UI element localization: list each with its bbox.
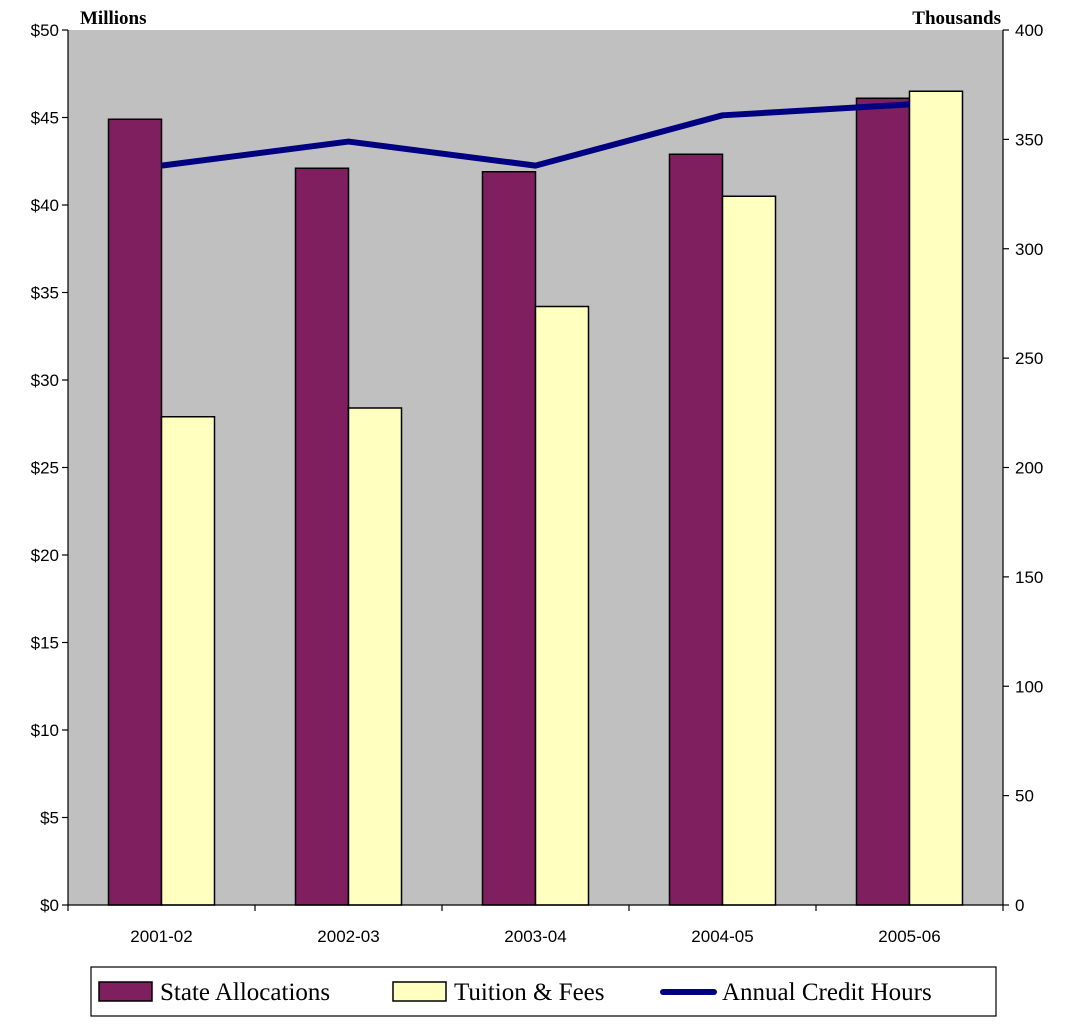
right-axis-tick-label: 300	[1015, 240, 1043, 259]
right-axis-tick-label: 100	[1015, 677, 1043, 696]
line-annual-credit-hours	[161, 101, 910, 169]
bar-state-allocations-2003-04	[481, 171, 537, 906]
right-axis-tick-label: 50	[1015, 787, 1034, 806]
legend-swatch-state-allocations	[98, 981, 153, 1002]
legend-label-state-allocations: State Allocations	[160, 979, 330, 1006]
left-axis-tick-label: $15	[31, 634, 59, 653]
left-axis-tick-label: $35	[31, 284, 59, 303]
bar-state-allocations-2005-06	[855, 97, 911, 906]
x-axis-tick-label: 2003-04	[504, 927, 566, 946]
x-axis-tick-label: 2001-02	[130, 927, 192, 946]
left-axis-tick-label: $45	[31, 109, 59, 128]
bar-tuition-fees-2005-06	[908, 90, 964, 906]
left-axis-tick-label: $25	[31, 459, 59, 478]
left-axis-tick-label: $40	[31, 196, 59, 215]
x-axis-tick-label: 2002-03	[317, 927, 379, 946]
right-axis-tick-label: 350	[1015, 130, 1043, 149]
bar-state-allocations-2004-05	[668, 153, 724, 906]
bar-tuition-fees-2004-05	[721, 195, 777, 906]
bars-group	[107, 90, 964, 906]
bar-state-allocations-2002-03	[294, 167, 350, 906]
right-axis-tick-label: 250	[1015, 349, 1043, 368]
left-axis-tick-label: $20	[31, 546, 59, 565]
left-axis-tick-label: $30	[31, 371, 59, 390]
legend-label-tuition-fees: Tuition & Fees	[454, 979, 605, 1006]
x-axis-tick-label: 2004-05	[691, 927, 753, 946]
bar-tuition-fees-2001-02	[160, 416, 216, 906]
left-axis-tick-label: $10	[31, 721, 59, 740]
left-axis-tick-label: $50	[31, 21, 59, 40]
left-axis-tick-label: $5	[40, 809, 59, 828]
right-axis-tick-label: 0	[1015, 896, 1024, 915]
axes-group: $0 $5 $10 $15 $20 $25 $30 $35 $40 $45 $50 0 50 100 150…	[31, 21, 1044, 946]
left-axis-tick-label: $0	[40, 896, 59, 915]
bar-tuition-fees-2002-03	[347, 407, 403, 906]
right-axis-tick-label: 150	[1015, 568, 1043, 587]
left-axis-unit-label: Millions	[80, 8, 147, 29]
x-axis-tick-label: 2005-06	[878, 927, 940, 946]
right-axis-tick-label: 200	[1015, 459, 1043, 478]
right-axis-unit-label: Thousands	[912, 8, 1001, 29]
legend-swatch-tuition-fees	[392, 981, 447, 1002]
right-axis-tick-label: 400	[1015, 21, 1043, 40]
line-layer	[161, 101, 910, 169]
legend-label-annual-credit-hours: Annual Credit Hours	[722, 979, 932, 1006]
legend: State Allocations Tuition & Fees Annual …	[90, 966, 997, 1017]
bar-tuition-fees-2003-04	[534, 305, 590, 906]
legend-box	[90, 966, 997, 1017]
bar-state-allocations-2001-02	[107, 118, 163, 906]
